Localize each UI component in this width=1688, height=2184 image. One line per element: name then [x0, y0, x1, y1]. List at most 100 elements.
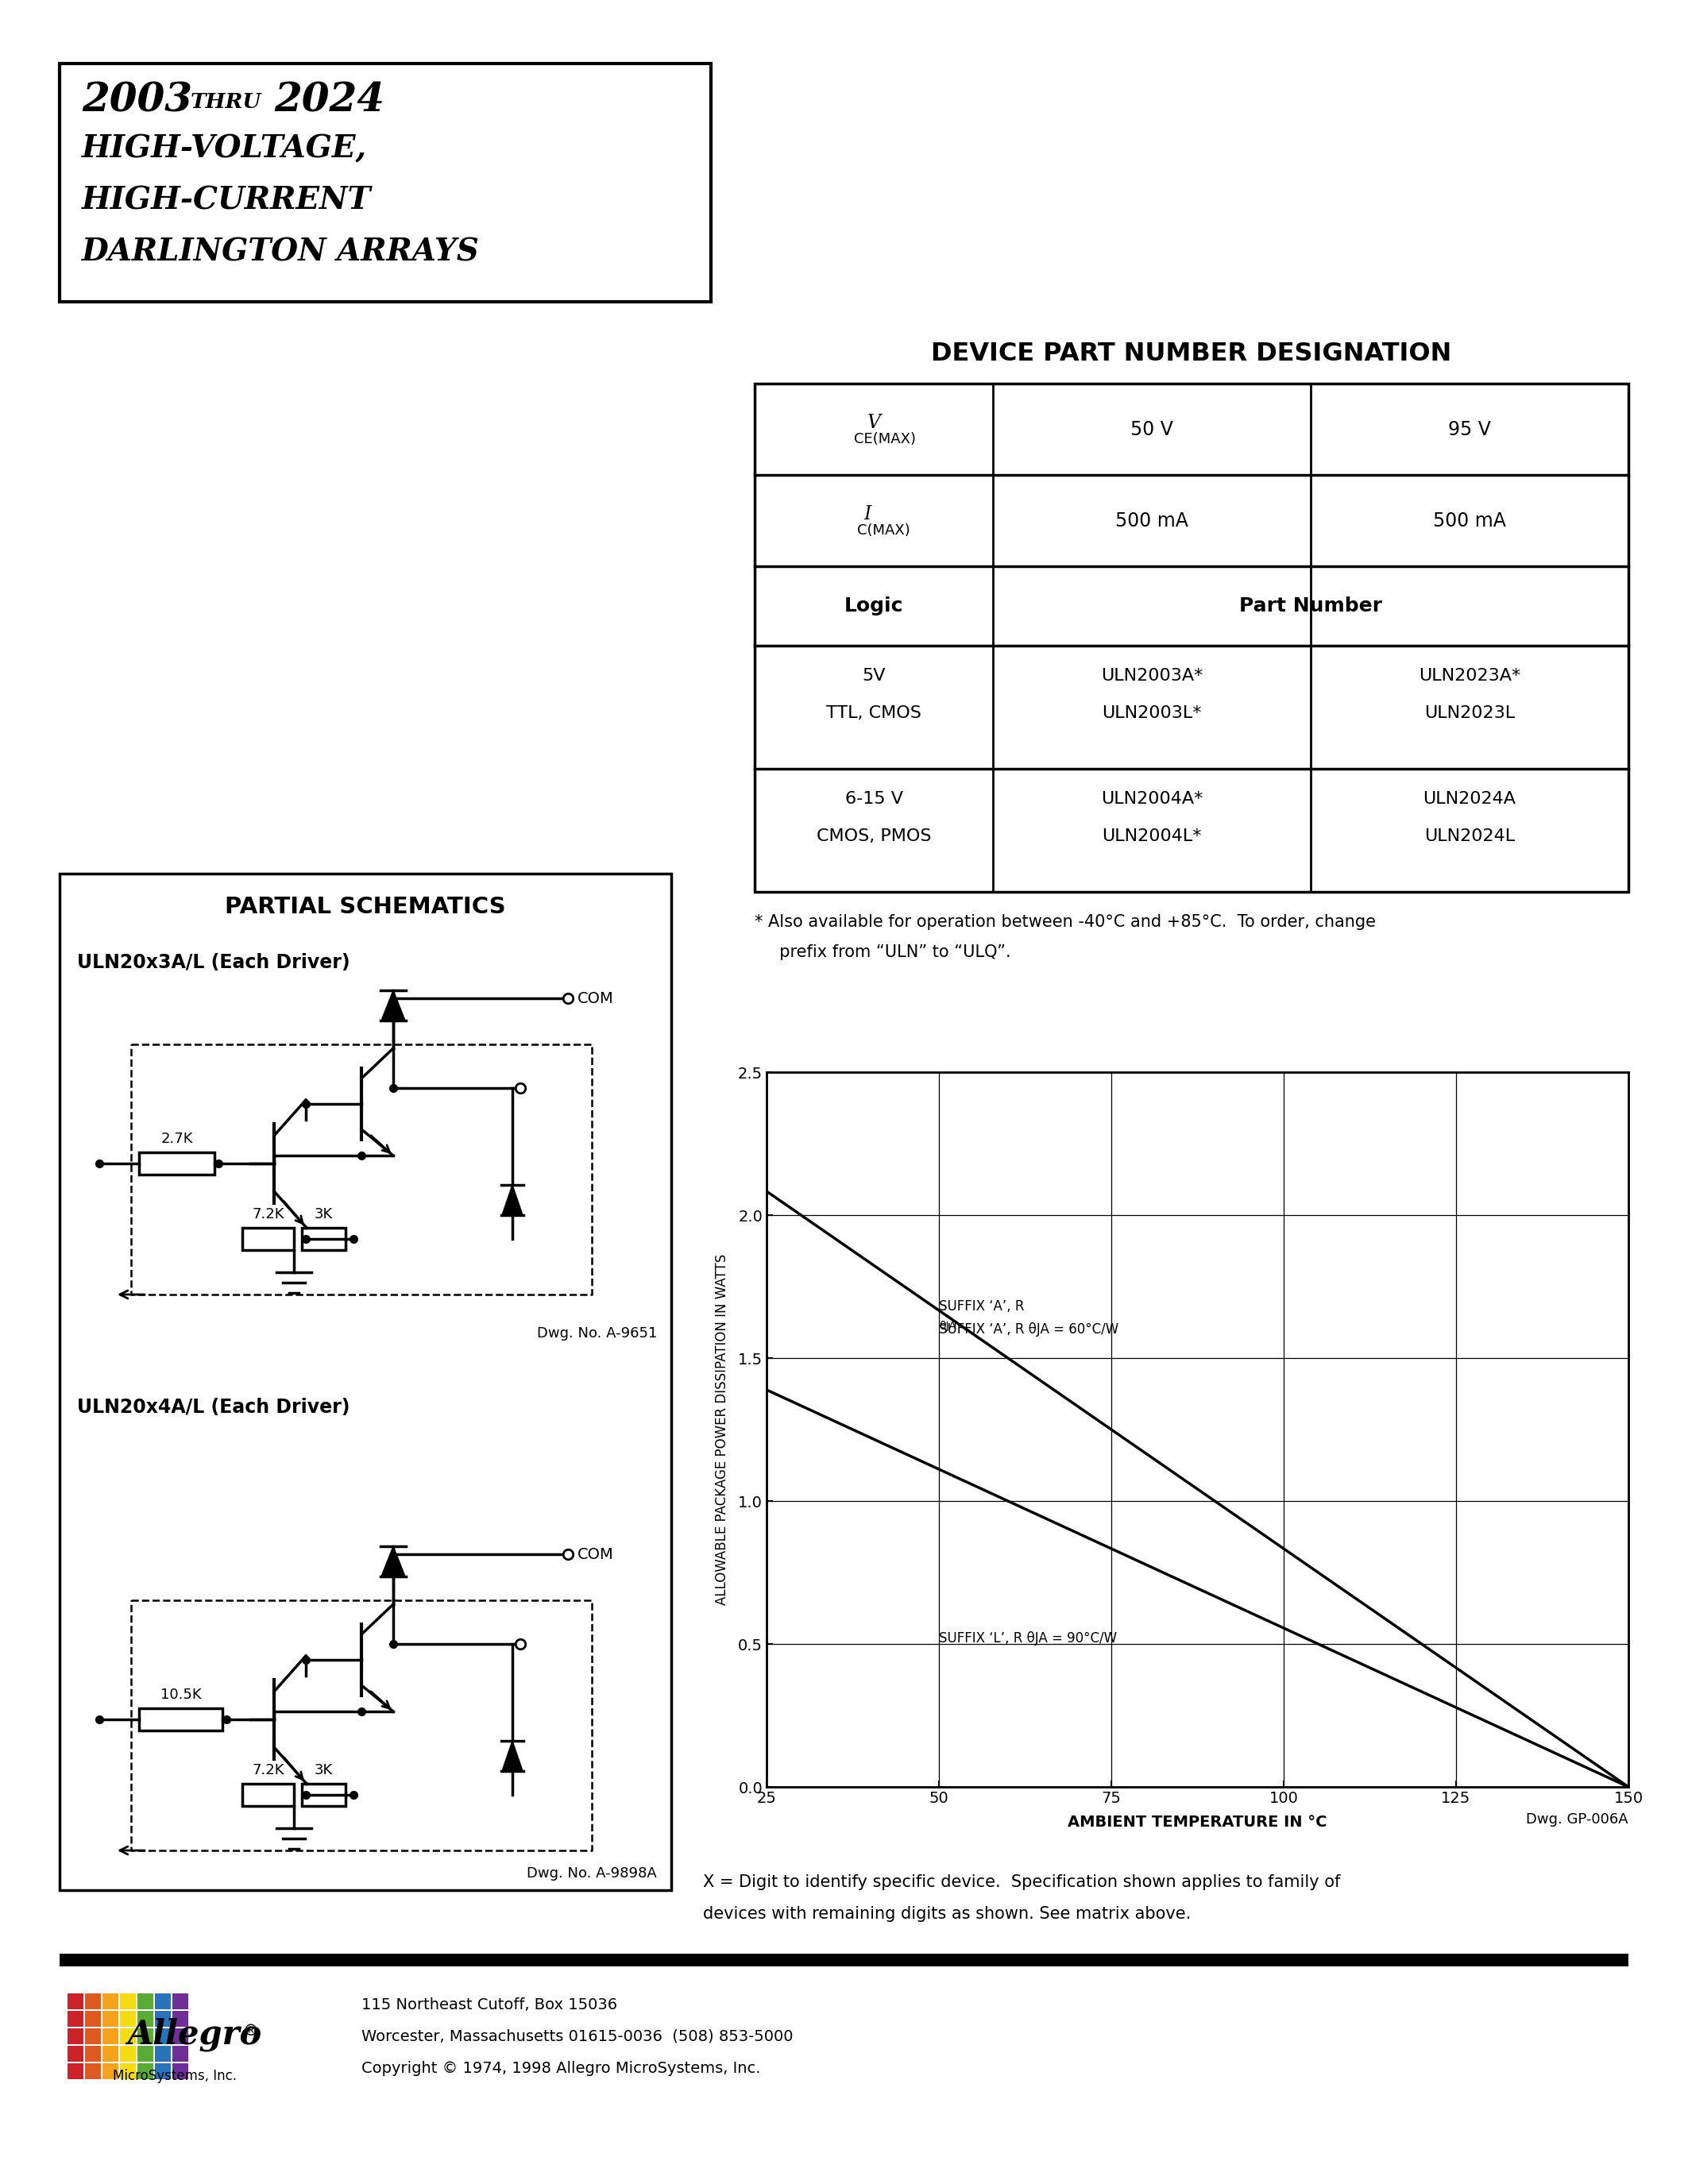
Bar [103, 1994, 118, 2009]
Text: MicroSystems, Inc.: MicroSystems, Inc. [113, 2068, 236, 2084]
Bar [68, 2029, 83, 2044]
Text: C(MAX): C(MAX) [858, 522, 910, 537]
Text: TTL, CMOS: TTL, CMOS [825, 705, 922, 721]
Text: 3K: 3K [314, 1208, 333, 1221]
Bar [138, 1708, 223, 1730]
Text: 50 V: 50 V [1131, 419, 1173, 439]
Polygon shape [381, 1546, 405, 1577]
Text: 500 mA: 500 mA [1433, 511, 1506, 531]
Text: I: I [864, 505, 871, 524]
Text: 7.2K: 7.2K [252, 1208, 284, 1221]
Text: ULN2004L*: ULN2004L* [1102, 828, 1202, 845]
Bar [84, 2029, 101, 2044]
Bar [302, 1784, 346, 1806]
Text: PARTIAL SCHEMATICS: PARTIAL SCHEMATICS [225, 895, 506, 917]
Bar [155, 2064, 170, 2079]
Bar [68, 2046, 83, 2062]
Text: 3K: 3K [314, 1762, 333, 1778]
Text: Dwg. No. A-9898A: Dwg. No. A-9898A [527, 1867, 657, 1880]
Bar [137, 1994, 154, 2009]
Text: 95 V: 95 V [1448, 419, 1491, 439]
Text: SUFFIX ‘A’, R: SUFFIX ‘A’, R [939, 1299, 1025, 1315]
Bar [84, 1994, 101, 2009]
Bar [120, 2064, 135, 2079]
Text: ULN2024L: ULN2024L [1425, 828, 1514, 845]
Bar [172, 2029, 189, 2044]
Text: THRU: THRU [191, 92, 262, 111]
Bar [155, 1994, 170, 2009]
Y-axis label: ALLOWABLE PACKAGE POWER DISSIPATION IN WATTS: ALLOWABLE PACKAGE POWER DISSIPATION IN W… [714, 1254, 729, 1605]
Text: ULN2003L*: ULN2003L* [1102, 705, 1202, 721]
Text: 5V: 5V [863, 668, 886, 684]
Text: COM: COM [577, 1546, 614, 1562]
Text: Dwg. No. A-9651: Dwg. No. A-9651 [537, 1326, 657, 1341]
Text: prefix from “ULN” to “ULQ”.: prefix from “ULN” to “ULQ”. [770, 943, 1011, 961]
Text: DARLINGTON ARRAYS: DARLINGTON ARRAYS [81, 236, 479, 266]
Text: ULN2004A*: ULN2004A* [1101, 791, 1204, 806]
Text: 2024: 2024 [273, 81, 385, 120]
Text: Allegro: Allegro [127, 2018, 262, 2051]
Text: ULN2003A*: ULN2003A* [1101, 668, 1204, 684]
Text: 115 Northeast Cutoff, Box 15036: 115 Northeast Cutoff, Box 15036 [361, 1998, 618, 2011]
Text: 500 mA: 500 mA [1116, 511, 1188, 531]
Bar [137, 2029, 154, 2044]
Text: 6-15 V: 6-15 V [844, 791, 903, 806]
Text: devices with remaining digits as shown. See matrix above.: devices with remaining digits as shown. … [702, 1907, 1192, 1922]
Text: COM: COM [577, 992, 614, 1007]
Text: ULN20x4A/L (Each Driver): ULN20x4A/L (Each Driver) [78, 1398, 349, 1417]
Bar [59, 63, 711, 301]
Text: θJA: θJA [939, 1321, 957, 1332]
Text: 7.2K: 7.2K [252, 1762, 284, 1778]
Bar [243, 1227, 294, 1249]
Bar [120, 2029, 135, 2044]
Bar [243, 1784, 294, 1806]
Text: HIGH-CURRENT: HIGH-CURRENT [81, 186, 371, 216]
Bar [120, 1994, 135, 2009]
Text: ULN2023L: ULN2023L [1425, 705, 1514, 721]
Bar [172, 1994, 189, 2009]
Bar [120, 2046, 135, 2062]
Bar [84, 2011, 101, 2027]
Bar [59, 874, 672, 1889]
Bar [155, 2029, 170, 2044]
Bar [172, 2064, 189, 2079]
Text: Worcester, Massachusetts 01615-0036  (508) 853-5000: Worcester, Massachusetts 01615-0036 (508… [361, 2029, 793, 2044]
Text: V: V [868, 413, 881, 432]
Bar [172, 2011, 189, 2027]
Bar [84, 2046, 101, 2062]
Text: SUFFIX ‘L’, R θJA = 90°C/W: SUFFIX ‘L’, R θJA = 90°C/W [939, 1631, 1117, 1645]
Polygon shape [501, 1186, 523, 1214]
Bar [302, 1227, 346, 1249]
Bar [172, 2046, 189, 2062]
Text: * Also available for operation between -40°C and +85°C.  To order, change: * Also available for operation between -… [755, 915, 1376, 930]
Bar [84, 2064, 101, 2079]
Bar [68, 2064, 83, 2079]
Bar [138, 1153, 214, 1175]
Bar [137, 2064, 154, 2079]
Text: ®: ® [243, 2025, 258, 2038]
Bar [103, 2046, 118, 2062]
Text: ULN2024A: ULN2024A [1423, 791, 1516, 806]
Text: Copyright © 1974, 1998 Allegro MicroSystems, Inc.: Copyright © 1974, 1998 Allegro MicroSyst… [361, 2062, 761, 2077]
Text: CE(MAX): CE(MAX) [854, 432, 917, 446]
Text: Dwg. GP-006A: Dwg. GP-006A [1526, 1813, 1629, 1826]
Text: 2.7K: 2.7K [160, 1131, 192, 1147]
Polygon shape [381, 989, 405, 1020]
Bar [103, 2011, 118, 2027]
Text: DEVICE PART NUMBER DESIGNATION: DEVICE PART NUMBER DESIGNATION [932, 341, 1452, 367]
Bar [120, 2011, 135, 2027]
Bar [103, 2064, 118, 2079]
Bar [59, 1955, 1629, 1966]
Bar [755, 384, 1629, 891]
Bar [68, 1994, 83, 2009]
Bar [137, 2046, 154, 2062]
Text: 2003: 2003 [81, 81, 192, 120]
X-axis label: AMBIENT TEMPERATURE IN °C: AMBIENT TEMPERATURE IN °C [1069, 1815, 1327, 1830]
Bar [137, 2011, 154, 2027]
Polygon shape [501, 1741, 523, 1771]
Bar [155, 2046, 170, 2062]
Text: CMOS, PMOS: CMOS, PMOS [817, 828, 932, 845]
Text: ULN20x3A/L (Each Driver): ULN20x3A/L (Each Driver) [78, 952, 349, 972]
Bar [155, 2011, 170, 2027]
Text: 10.5K: 10.5K [160, 1688, 201, 1701]
